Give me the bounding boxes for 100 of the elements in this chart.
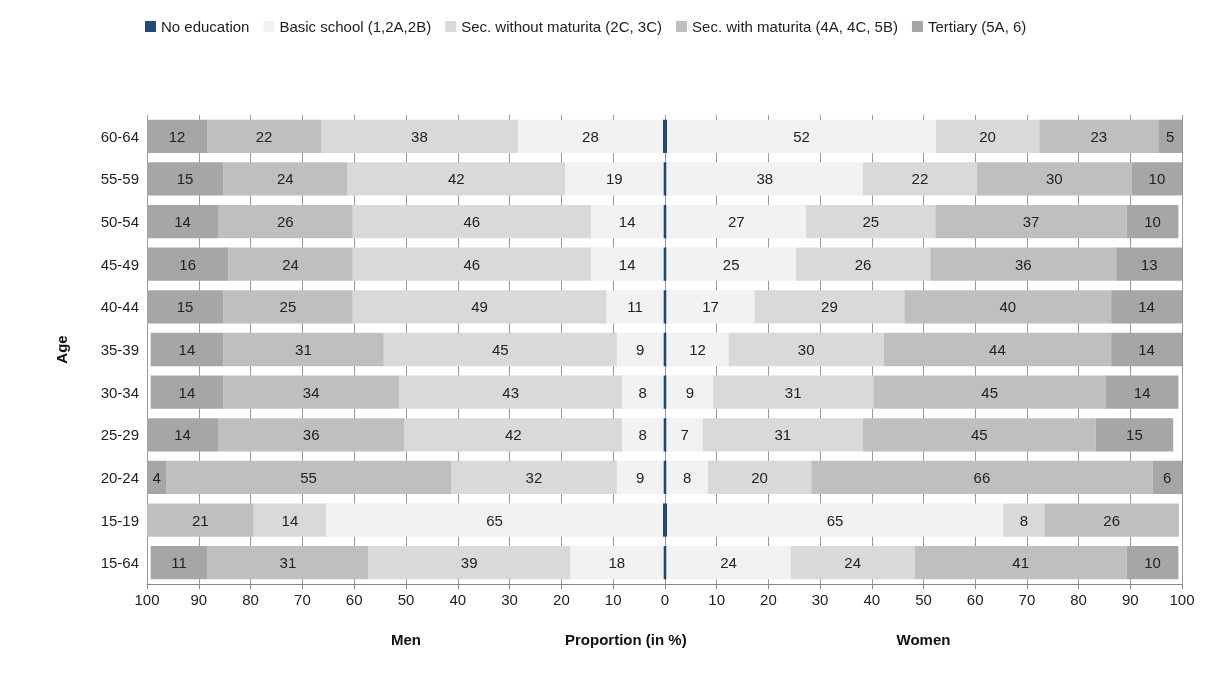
data-label: 9 xyxy=(685,383,694,401)
data-label: 5 xyxy=(1165,127,1175,145)
bar xyxy=(147,119,208,153)
text: Proportion (in %) xyxy=(565,631,687,648)
y-tick-label: 40-44 xyxy=(100,298,139,316)
data-label: 18 xyxy=(608,554,626,572)
data-label: 14 xyxy=(178,383,196,401)
data-label: 7 xyxy=(680,426,689,444)
data-label: 42 xyxy=(447,170,465,188)
bar xyxy=(147,460,167,495)
data-label: 66 xyxy=(973,468,991,486)
bar xyxy=(451,460,617,495)
data-label: 8 xyxy=(638,383,647,401)
data-label: 45 xyxy=(981,383,999,401)
bar xyxy=(207,119,322,153)
data-label: 8 xyxy=(1019,511,1028,529)
data-label: 39 xyxy=(460,554,478,572)
data-label: 27 xyxy=(728,213,745,231)
data-label: 24 xyxy=(282,255,299,273)
bar xyxy=(326,503,663,537)
data-label: 14 xyxy=(1138,298,1155,316)
data-label: 11 xyxy=(171,554,187,572)
data-label: 25 xyxy=(279,298,297,316)
data-label: 14 xyxy=(281,511,299,529)
bar xyxy=(147,204,218,239)
bar xyxy=(1131,162,1182,196)
bar xyxy=(790,546,915,580)
bar xyxy=(935,119,1040,153)
bar xyxy=(667,503,1004,537)
data-label: 15 xyxy=(176,170,194,188)
data-label: 14 xyxy=(1133,383,1151,401)
data-label: 24 xyxy=(720,554,737,572)
legend-label: No education xyxy=(161,18,250,35)
data-label: 28 xyxy=(582,127,599,145)
x-tick-label: 60 xyxy=(345,591,363,608)
data-label: 24 xyxy=(844,554,862,572)
x-tick-label: 100 xyxy=(134,591,160,608)
data-label: 38 xyxy=(411,127,428,145)
x-tick-label: 70 xyxy=(294,591,311,608)
data-label: 22 xyxy=(255,127,273,145)
bar xyxy=(806,204,936,239)
bar xyxy=(147,290,224,324)
data-label: 30 xyxy=(797,341,815,358)
bar xyxy=(150,375,224,409)
x-tick-label: 50 xyxy=(915,591,932,608)
bar xyxy=(930,247,1117,281)
data-label: 10 xyxy=(1144,554,1161,572)
bar xyxy=(1044,503,1179,537)
x-tick-label: 50 xyxy=(397,591,415,608)
data-label: 20 xyxy=(979,127,996,145)
y-tick-label: 20-24 xyxy=(100,468,139,486)
bar xyxy=(1111,290,1182,324)
x-tick-label: 10 xyxy=(604,591,622,608)
bar xyxy=(795,247,931,281)
bar xyxy=(754,290,905,324)
bar xyxy=(368,546,571,580)
data-label: 26 xyxy=(276,213,294,231)
data-label: 9 xyxy=(635,341,645,358)
data-label: 11 xyxy=(627,298,643,316)
data-label: 15 xyxy=(176,298,194,316)
data-label: 55 xyxy=(300,468,317,486)
x-tick-label: 80 xyxy=(242,591,259,608)
data-label: 14 xyxy=(174,213,191,231)
data-label: 23 xyxy=(1090,127,1108,145)
data-label: 16 xyxy=(179,255,197,273)
data-label: 15 xyxy=(1126,426,1143,444)
data-label: 14 xyxy=(174,426,191,444)
data-label: 31 xyxy=(295,341,312,358)
bar xyxy=(662,503,665,537)
data-label: 8 xyxy=(683,468,692,486)
data-label: 14 xyxy=(618,213,636,231)
legend-label: Basic school (1,2A,2B) xyxy=(279,18,432,35)
bar xyxy=(1111,332,1182,367)
bar xyxy=(1095,418,1174,452)
data-label: 12 xyxy=(168,127,186,145)
bar xyxy=(1126,546,1179,580)
bar xyxy=(665,119,668,153)
data-label: 36 xyxy=(302,426,320,444)
bar xyxy=(904,290,1112,324)
x-tick-label: 20 xyxy=(553,591,570,608)
x-tick-label: 60 xyxy=(966,591,984,608)
y-axis-title: Age xyxy=(53,335,70,364)
data-label: 10 xyxy=(1148,170,1166,188)
bar xyxy=(517,119,663,153)
bar xyxy=(873,375,1106,409)
bar xyxy=(935,204,1127,239)
data-label: 12 xyxy=(689,341,706,358)
y-tick-label: 45-49 xyxy=(100,255,139,273)
data-label: 17 xyxy=(702,298,719,316)
bar xyxy=(1039,119,1159,153)
bar xyxy=(147,162,224,196)
data-label: 13 xyxy=(1140,255,1158,273)
bar xyxy=(404,418,623,452)
data-label: 29 xyxy=(821,298,838,316)
data-label: 45 xyxy=(970,426,988,444)
data-label: 31 xyxy=(279,554,297,572)
bar xyxy=(150,546,208,580)
bar xyxy=(223,375,400,409)
legend-label: Tertiary (5A, 6) xyxy=(927,18,1027,35)
bar xyxy=(863,418,1096,452)
